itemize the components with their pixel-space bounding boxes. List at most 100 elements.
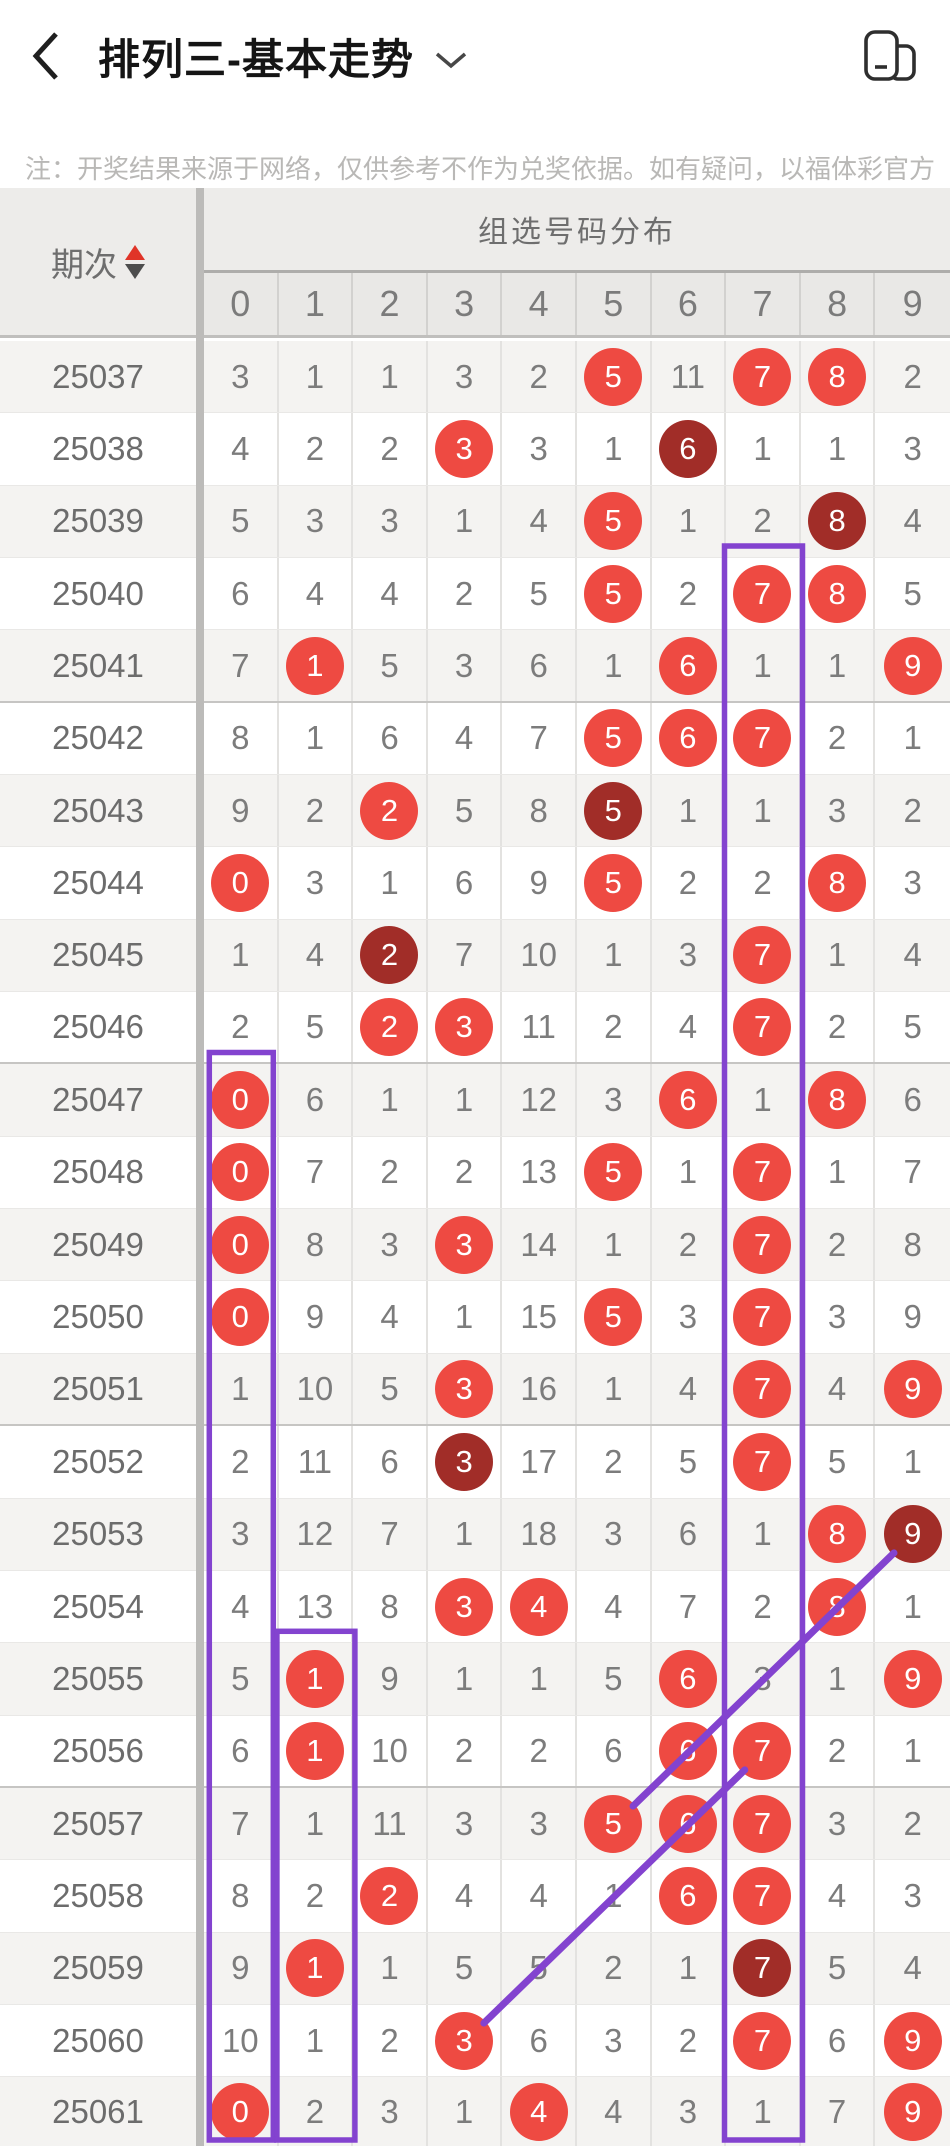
repeat-number-bubble: 6 (658, 420, 717, 479)
digit-cell: 0 (204, 1281, 279, 1353)
table-row: 25044 0 3 1 6 9 5 2 2 8 3 (0, 847, 950, 920)
hot-number-bubble: 1 (285, 636, 344, 695)
digit-cell: 7 (652, 1570, 727, 1643)
digit-cell: 2 (652, 558, 727, 630)
table-row: 25051 1 10 5 3 16 1 4 7 4 9 (0, 1353, 950, 1427)
digit-cell: 1 (726, 1498, 801, 1570)
title-dropdown[interactable]: 排列三-基本走势 (98, 26, 468, 87)
period-cell: 25060 (52, 2021, 144, 2059)
digit-cell: 0 (204, 2077, 279, 2146)
digit-cell: 5 (577, 558, 652, 630)
digit-cell: 9 (204, 775, 279, 847)
period-cell: 25043 (52, 791, 144, 829)
table-row: 25043 9 2 2 5 8 5 1 1 3 2 (0, 775, 950, 848)
digit-cell: 3 (652, 2077, 727, 2146)
digit-cell: 1 (279, 1643, 354, 1715)
hot-number-bubble: 7 (733, 998, 792, 1057)
hot-number-bubble: 1 (285, 1721, 344, 1780)
hot-number-bubble: 0 (211, 854, 270, 913)
digit-cell: 12 (502, 1064, 577, 1136)
digit-cell: 4 (577, 2077, 652, 2146)
digit-cell: 2 (204, 992, 279, 1063)
digit-cell: 9 (875, 1499, 950, 1570)
digit-cell: 4 (652, 992, 727, 1063)
digit-cell: 4 (428, 1860, 503, 1932)
digit-header: 1 (279, 273, 354, 335)
digit-cell: 1 (801, 630, 876, 701)
digit-cell: 1 (428, 1643, 503, 1715)
digit-cell: 7 (726, 919, 801, 992)
digit-cell: 0 (204, 1209, 279, 1281)
digit-cell: 1 (801, 1643, 876, 1715)
table-row: 25047 0 6 1 1 12 3 6 1 8 6 (0, 1064, 950, 1137)
digit-cell: 1 (428, 1498, 503, 1570)
digit-cell: 2 (652, 847, 727, 919)
digit-cell: 1 (204, 919, 279, 992)
page-title: 排列三-基本走势 (98, 35, 414, 83)
digit-cell: 2 (428, 1136, 503, 1209)
digit-cell: 4 (502, 1570, 577, 1643)
hot-number-bubble: 3 (435, 1359, 494, 1418)
hot-number-bubble: 0 (211, 2083, 270, 2142)
column-divider (196, 188, 204, 2146)
digit-cell: 2 (279, 775, 354, 847)
table-row: 25058 8 2 2 4 4 1 6 7 4 3 (0, 1860, 950, 1933)
period-cell: 25045 (52, 936, 144, 974)
digit-cell: 5 (577, 1281, 652, 1353)
chevron-left-icon (30, 30, 60, 82)
digit-cell: 2 (726, 1570, 801, 1643)
hot-number-bubble: 7 (733, 2011, 792, 2070)
digit-cell: 1 (726, 1064, 801, 1136)
window-switch-button[interactable] (860, 21, 920, 91)
hot-number-bubble: 3 (435, 420, 494, 479)
digit-cell: 5 (903, 574, 922, 612)
digit-cell: 18 (502, 1498, 577, 1570)
digit-cell: 0 (204, 1064, 279, 1136)
digit-cell: 5 (577, 485, 652, 558)
digit-cell: 1 (353, 1064, 428, 1136)
digit-cell: 6 (652, 702, 727, 775)
period-sort-header[interactable]: 期次 (0, 188, 196, 338)
navbar: 排列三-基本走势 (0, 0, 950, 112)
digit-cell: 2 (801, 992, 876, 1063)
digit-cell: 3 (204, 341, 279, 413)
hot-number-bubble: 8 (808, 854, 867, 913)
digit-cell: 1 (577, 1860, 652, 1932)
period-cell: 25051 (52, 1369, 144, 1407)
digit-cell: 6 (652, 1498, 727, 1570)
digit-cell: 5 (577, 775, 652, 847)
digit-cell: 1 (577, 630, 652, 701)
digit-cell: 8 (353, 1570, 428, 1643)
hot-number-bubble: 6 (658, 1649, 717, 1708)
digit-cell: 3 (353, 2077, 428, 2146)
back-button[interactable] (30, 21, 76, 91)
sort-up-icon (125, 244, 145, 260)
digit-cell: 9 (875, 630, 950, 700)
digit-cell: 5 (652, 1426, 727, 1498)
digit-cell: 9 (875, 1643, 950, 1714)
period-cell: 25056 (52, 1731, 144, 1769)
digit-cell: 3 (428, 341, 503, 413)
digit-cell: 6 (652, 1643, 727, 1715)
digit-cell: 7 (726, 1209, 801, 1281)
digit-cell: 1 (726, 413, 801, 485)
digit-cell: 5 (502, 558, 577, 630)
hot-number-bubble: 8 (808, 1505, 867, 1564)
digit-cell: 6 (652, 1064, 727, 1136)
digit-cell: 9 (903, 1298, 922, 1336)
digit-cell: 7 (726, 2004, 801, 2077)
digit-cell: 1 (279, 702, 354, 775)
digit-cell: 5 (428, 775, 503, 847)
group-distribution-header: 组选号码分布 (204, 188, 950, 273)
digit-cell: 5 (903, 1008, 922, 1046)
digit-cell: 7 (726, 1787, 801, 1860)
digit-cell: 3 (801, 1281, 876, 1353)
period-header-label: 期次 (51, 245, 117, 283)
digit-cell: 2 (903, 1804, 922, 1842)
digit-cell: 2 (353, 1860, 428, 1932)
digit-cell: 3 (903, 1876, 922, 1914)
digit-cell: 7 (726, 1353, 801, 1425)
digit-cell: 1 (502, 1643, 577, 1715)
digit-cell: 2 (801, 1715, 876, 1786)
digit-cell: 4 (903, 1949, 922, 1987)
